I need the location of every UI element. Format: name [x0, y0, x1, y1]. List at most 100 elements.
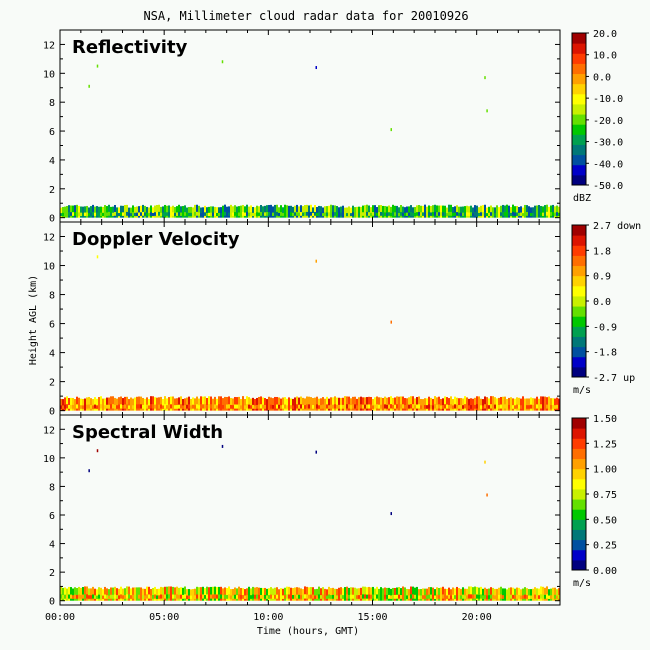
layer-column [214, 396, 216, 411]
layer-column [404, 404, 406, 409]
layer-column [266, 405, 268, 409]
layer-column [148, 586, 150, 601]
layer-column [78, 404, 80, 409]
layer-column [466, 205, 468, 218]
layer-column [116, 405, 118, 409]
layer-column [106, 397, 108, 411]
layer-column [400, 211, 402, 216]
layer-column [96, 589, 98, 601]
layer-column [314, 595, 316, 599]
layer-column [554, 212, 556, 216]
layer-column [556, 589, 558, 601]
colorbar-label: 2.7 down [593, 221, 641, 232]
layer-column [422, 405, 424, 409]
layer-column [348, 212, 350, 216]
layer-column [242, 588, 244, 601]
layer-column [284, 397, 286, 411]
layer-column [266, 595, 268, 599]
layer-column [172, 594, 174, 599]
layer-column [400, 404, 402, 409]
layer-column [504, 588, 506, 601]
layer-column [178, 204, 180, 218]
layer-column [148, 594, 150, 599]
layer-column [364, 586, 366, 601]
layer-column [418, 404, 420, 409]
layer-column [524, 211, 526, 216]
layer-column [126, 594, 128, 599]
layer-column [360, 404, 362, 409]
layer-column [178, 587, 180, 601]
layer-column [384, 212, 386, 216]
layer-column [516, 594, 518, 599]
layer-column [394, 397, 396, 411]
layer-column [220, 212, 222, 217]
layer-column [328, 205, 330, 218]
layer-column [462, 587, 464, 601]
layer-column [312, 404, 314, 409]
layer-column [512, 587, 514, 601]
layer-column [538, 405, 540, 409]
layer-column [426, 206, 428, 218]
layer-column [380, 587, 382, 601]
layer-column [322, 594, 324, 599]
layer-column [228, 586, 230, 601]
layer-column [402, 206, 404, 218]
layer-column [466, 212, 468, 216]
layer-column [164, 204, 166, 218]
layer-column [224, 211, 226, 216]
layer-column [506, 204, 508, 218]
layer-column [188, 396, 190, 411]
layer-column [448, 594, 450, 599]
layer-column [206, 207, 208, 218]
layer-column [190, 595, 192, 600]
layer-column [140, 212, 142, 216]
colorbar-label: -30.0 [593, 138, 623, 149]
layer-column [306, 211, 308, 216]
layer-column [164, 586, 166, 601]
layer-column [106, 212, 108, 216]
layer-column [446, 207, 448, 218]
layer-column [276, 204, 278, 218]
layer-column [312, 213, 314, 217]
layer-column [530, 404, 532, 409]
cloud-layer [60, 204, 560, 218]
layer-column [60, 207, 62, 218]
layer-column [320, 398, 322, 411]
layer-column [154, 205, 156, 218]
layer-column [542, 586, 544, 601]
layer-column [236, 212, 238, 217]
layer-column [358, 212, 360, 217]
layer-column [346, 213, 348, 217]
layer-column [236, 206, 238, 218]
layer-column [382, 404, 384, 409]
layer-column [112, 396, 114, 411]
layer-column [264, 212, 266, 216]
layer-column [182, 587, 184, 601]
layer-column [292, 206, 294, 218]
layer-column [224, 404, 226, 409]
layer-column [422, 212, 424, 216]
layer-column [452, 587, 454, 601]
layer-column [324, 595, 326, 599]
layer-column [352, 404, 354, 409]
layer-column [510, 587, 512, 601]
layer-column [270, 397, 272, 411]
layer-column [470, 398, 472, 411]
layer-column [420, 405, 422, 409]
layer-column [198, 205, 200, 218]
layer-column [414, 405, 416, 409]
layer-column [318, 212, 320, 216]
layer-column [314, 205, 316, 218]
layer-column [246, 588, 248, 601]
layer-column [60, 405, 62, 409]
layer-column [130, 588, 132, 601]
layer-column [132, 594, 134, 599]
layer-column [460, 212, 462, 217]
layer-column [292, 212, 294, 217]
layer-column [172, 205, 174, 218]
layer-column [410, 205, 412, 218]
layer-column [538, 595, 540, 599]
colorbar-segment [572, 164, 586, 176]
layer-column [544, 205, 546, 218]
layer-column [350, 405, 352, 409]
